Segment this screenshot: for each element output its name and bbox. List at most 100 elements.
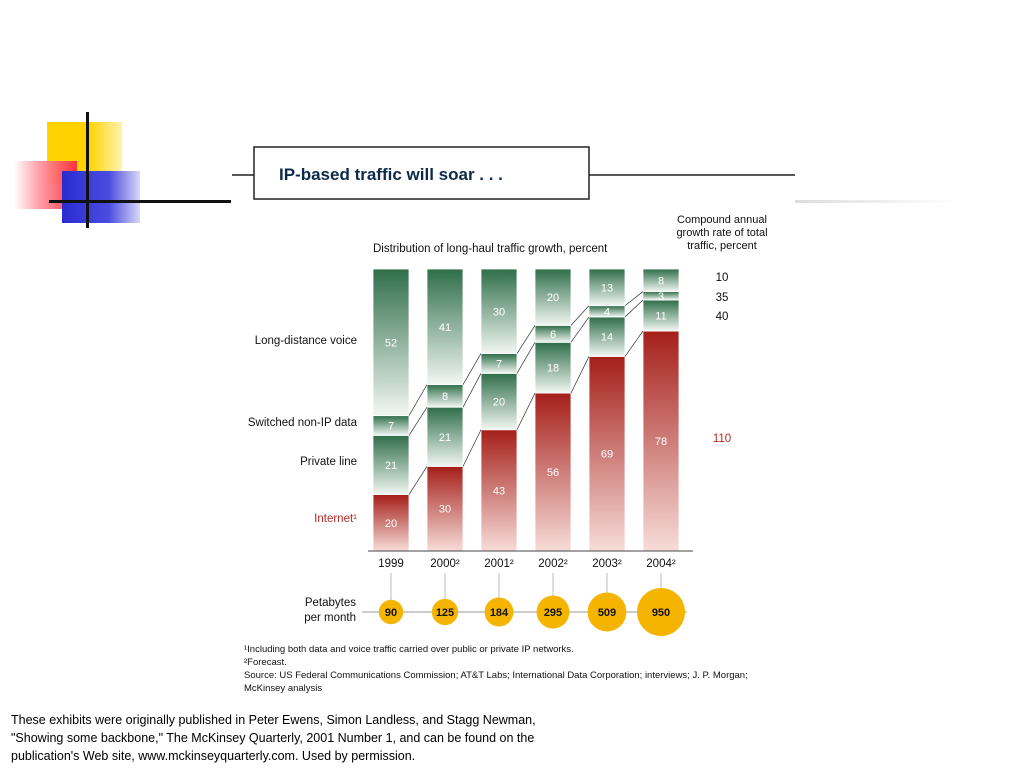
petabytes-value: 509 [598,607,616,619]
bar-segment [642,268,680,292]
connector-line [408,406,428,436]
data-label: 8 [658,275,664,287]
data-label: 4 [604,306,610,318]
x-tick-label: 2004² [646,558,676,570]
series-label: Internet¹ [314,513,357,525]
cagr-value: 110 [713,433,731,445]
footnote-line: ¹Including both data and voice traffic c… [244,644,574,655]
chart-title: IP-based traffic will soar . . . [279,165,503,184]
bar-segment [588,316,626,357]
x-tick-label: 2003² [592,558,622,570]
bar-segment [534,341,572,394]
data-label: 20 [547,292,559,304]
data-label: 8 [442,391,448,403]
bar-segment [480,429,518,552]
series-label: Switched non-IP data [248,417,358,429]
petabytes-value: 125 [436,607,454,619]
connector-line [516,325,536,354]
connector-line [570,316,590,343]
cagr-value: 10 [716,272,729,284]
decor-vertical-line [86,112,89,228]
data-label: 52 [385,337,397,349]
data-label: 11 [655,311,666,323]
petabytes-value: 184 [490,607,509,619]
connector-line [408,466,428,495]
connector-line [624,299,644,318]
data-label: 21 [385,460,397,472]
connector-line [462,373,482,408]
petabytes-bubble [431,598,459,626]
connector-line [570,305,590,326]
data-label: 7 [388,421,394,433]
connector-line [516,392,536,430]
data-label: 3 [658,291,664,303]
series-label: Long-distance voice [255,335,357,347]
connector-line [408,384,428,416]
data-label: 30 [493,306,505,318]
petabytes-bubble [536,595,570,629]
petabytes-label-line: Petabytes [305,597,356,609]
data-label: 13 [601,282,613,294]
cagr-values: 10 35 40 110 [713,272,731,445]
cagr-header-line: Compound annual [677,214,767,226]
footnote-line: McKinsey analysis [244,683,322,694]
footnotes: ¹Including both data and voice traffic c… [244,644,748,694]
decor-blue-square [62,171,140,223]
series-labels: Internet¹ Private line Switched non-IP dat… [248,335,358,525]
petabytes-value: 295 [544,607,562,619]
data-label: 21 [439,432,451,444]
connector-line [462,429,482,467]
petabytes-label-line: per month [304,612,356,624]
bar-segment [426,465,464,552]
petabytes-value: 950 [652,607,670,619]
bar-segment [588,268,626,307]
title-box [253,146,590,200]
chart: IP-based traffic will soar . . . Distrib… [232,140,795,706]
bars [372,268,680,552]
bar-segment [480,268,518,354]
bar-segment [534,268,572,326]
segment-labels: 20 21 7 52 30 21 8 41 43 20 7 30 56 18 6 20 69 14 4 13 78 11 3… [385,275,667,530]
data-label: 43 [493,485,505,497]
x-tick-label: 2000² [430,558,460,570]
connector-line [462,353,482,385]
footnote-line: ²Forecast. [244,657,287,668]
connector-line [624,330,644,357]
data-label: 56 [547,467,559,479]
x-tick-label: 2002² [538,558,568,570]
data-label: 6 [550,329,556,341]
decor-horizontal-line [49,200,231,203]
cagr-value: 40 [716,311,729,323]
cagr-header-line: traffic, percent [687,240,757,252]
connector-line [516,342,536,374]
x-tick-label: 1999 [378,558,404,570]
bar-segment [372,268,410,417]
data-label: 69 [601,449,613,461]
footnote-line: Source: US Federal Communications Commis… [244,670,748,681]
petabytes-bubble [587,592,627,632]
decor-horizontal-fade [795,200,960,203]
cagr-header-line: growth rate of total [676,227,767,239]
x-tick-label: 2001² [484,558,514,570]
data-label: 30 [439,504,451,516]
bar-segment [426,268,464,386]
petabytes-bubble [378,599,404,625]
petabytes-value: 90 [385,607,397,619]
data-label: 78 [655,436,667,448]
data-label: 20 [385,518,397,530]
petabytes-bubble [637,588,685,636]
chart-subtitle: Distribution of long-haul traffic growth… [373,243,608,255]
petabytes-row: Petabytes per month 90 125 184 295 509 950 [304,573,687,636]
connector-line [570,356,590,394]
cagr-value: 35 [716,292,729,304]
series-label: Private line [300,456,357,468]
bar-segment [426,406,464,467]
data-label: 41 [439,322,451,334]
x-axis-tick-labels: 1999 2000² 2001² 2002² 2003² 2004² [378,558,676,570]
data-label: 14 [601,332,613,344]
data-label: 7 [496,358,502,370]
data-label: 20 [493,397,505,409]
petabytes-bubble [484,597,514,627]
bar-segment [588,356,626,552]
